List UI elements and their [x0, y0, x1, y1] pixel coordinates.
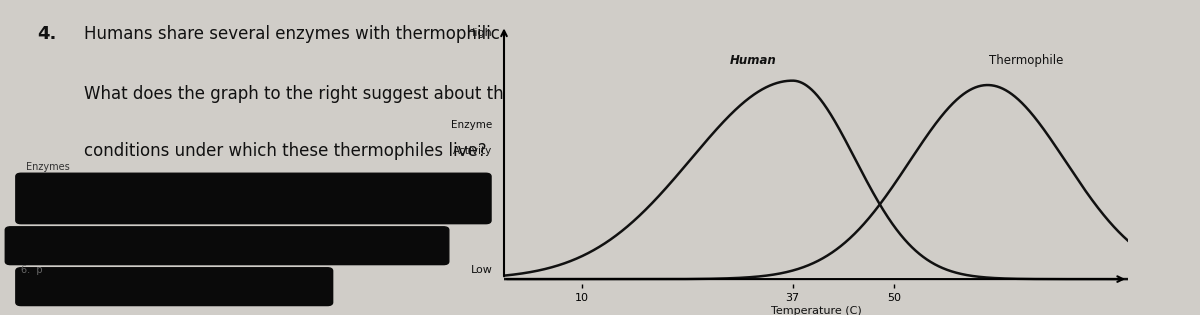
Text: Human: Human	[731, 54, 776, 67]
Text: Thermophile: Thermophile	[990, 54, 1063, 67]
Text: conditions under which these thermophiles live?: conditions under which these thermophile…	[84, 142, 487, 160]
Text: 4.: 4.	[37, 25, 56, 43]
Text: Activity: Activity	[454, 146, 492, 156]
Text: Enzymes: Enzymes	[26, 162, 70, 172]
FancyBboxPatch shape	[16, 173, 491, 224]
FancyBboxPatch shape	[5, 227, 449, 265]
Text: High: High	[467, 28, 492, 38]
FancyBboxPatch shape	[16, 268, 332, 306]
Text: Enzyme: Enzyme	[451, 120, 492, 130]
Text: Humans share several enzymes with thermophilic bacteria.: Humans share several enzymes with thermo…	[84, 25, 578, 43]
Text: What does the graph to the right suggest about the: What does the graph to the right suggest…	[84, 85, 515, 103]
Text: Low: Low	[470, 265, 492, 275]
Text: Temperature (C): Temperature (C)	[770, 306, 862, 315]
Text: 6.  p: 6. p	[22, 265, 43, 275]
